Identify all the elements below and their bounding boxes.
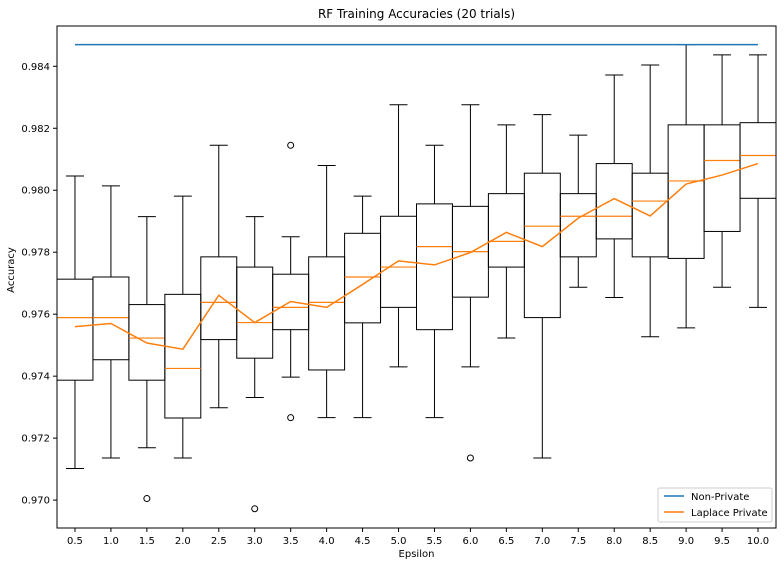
box-group	[128, 216, 166, 503]
x-tick-label: 10.0	[747, 536, 769, 547]
x-tick-label: 9.0	[678, 536, 694, 547]
outlier-point	[251, 505, 259, 513]
box-iqr	[667, 124, 705, 259]
x-tick-label: 9.5	[714, 536, 730, 547]
x-tick-label: 5.0	[391, 536, 407, 547]
outlier-point	[287, 414, 295, 422]
legend-label-non-private: Non-Private	[691, 492, 749, 503]
x-axis-label: Epsilon	[399, 549, 435, 560]
box-group	[523, 114, 561, 459]
outlier-point	[143, 495, 151, 503]
y-tick-label: 0.974	[21, 372, 50, 383]
box-group	[344, 195, 382, 419]
box-iqr	[344, 232, 382, 324]
x-tick-label: 6.0	[462, 536, 478, 547]
box-group	[236, 216, 274, 513]
x-tick-label: 7.0	[534, 536, 550, 547]
box-group	[164, 195, 202, 459]
x-tick-label: 0.5	[67, 536, 83, 547]
x-tick-label: 2.5	[211, 536, 227, 547]
box-iqr	[164, 293, 202, 419]
box-group	[739, 54, 777, 308]
box-iqr	[559, 193, 597, 258]
box-iqr	[200, 256, 238, 341]
x-tick-label: 8.5	[642, 536, 658, 547]
y-tick-label: 0.978	[21, 248, 50, 259]
box-iqr	[92, 276, 130, 361]
y-tick-label: 0.984	[21, 62, 50, 73]
legend-frame	[657, 487, 773, 523]
x-tick-label: 1.0	[103, 536, 119, 547]
box-iqr	[308, 256, 346, 371]
box-iqr	[739, 122, 777, 199]
x-tick-label: 7.5	[570, 536, 586, 547]
x-tick-label: 3.5	[283, 536, 299, 547]
y-tick-label: 0.982	[21, 124, 50, 135]
box-iqr	[595, 163, 633, 240]
y-tick-label: 0.972	[21, 434, 50, 445]
y-axis-label: Accuracy	[6, 247, 17, 293]
x-tick-label: 4.5	[355, 536, 371, 547]
x-tick-label: 4.0	[319, 536, 335, 547]
box-group	[380, 104, 417, 368]
series-line-laplace-private	[74, 162, 759, 351]
box-group	[308, 164, 346, 419]
box-group	[56, 175, 94, 470]
legend: Non-Private Laplace Private	[657, 487, 773, 523]
box-iqr	[487, 193, 525, 268]
box-group	[487, 124, 525, 339]
legend-label-laplace-private: Laplace Private	[691, 508, 768, 519]
box-group	[272, 141, 310, 422]
x-tick-label: 5.5	[427, 536, 443, 547]
x-tick-label: 2.0	[175, 536, 191, 547]
box-iqr	[56, 278, 94, 381]
box-iqr	[416, 203, 453, 331]
box-iqr	[523, 172, 561, 319]
box-group	[416, 144, 453, 419]
x-tick-label: 3.0	[247, 536, 263, 547]
plot-area: 0.970 0.972 0.974 0.976 0.978 0.980 0.982 0.984…	[21, 25, 777, 547]
box-group	[92, 185, 130, 459]
chart-title: RF Training Accuracies (20 trials)	[318, 7, 515, 21]
y-tick-label: 0.976	[21, 310, 50, 321]
x-tick-label: 1.5	[139, 536, 155, 547]
x-tick-label: 6.5	[498, 536, 514, 547]
box-group	[667, 44, 705, 329]
axes-frame	[56, 25, 777, 529]
y-tick-label: 0.970	[21, 496, 50, 507]
box-group	[595, 74, 633, 298]
y-tick-label: 0.980	[21, 186, 50, 197]
outlier-point	[287, 141, 295, 149]
box-group	[631, 64, 669, 338]
box-group	[451, 104, 489, 462]
box-group	[200, 144, 238, 409]
x-tick-label: 8.0	[606, 536, 622, 547]
outlier-point	[466, 454, 474, 462]
